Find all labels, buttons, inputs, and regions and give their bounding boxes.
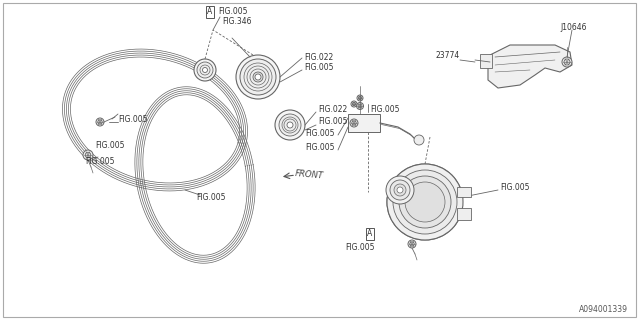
Circle shape bbox=[253, 72, 263, 82]
Bar bbox=[348, 114, 380, 132]
Text: FRONT: FRONT bbox=[295, 169, 324, 181]
Text: FIG.022: FIG.022 bbox=[304, 52, 333, 61]
Circle shape bbox=[357, 95, 363, 101]
Circle shape bbox=[96, 118, 104, 126]
Text: A094001339: A094001339 bbox=[579, 305, 628, 314]
Circle shape bbox=[564, 59, 570, 65]
Bar bbox=[480, 54, 492, 68]
Circle shape bbox=[353, 102, 356, 106]
Circle shape bbox=[410, 242, 414, 246]
Text: FIG.005: FIG.005 bbox=[500, 183, 529, 193]
Circle shape bbox=[194, 59, 216, 81]
Circle shape bbox=[236, 55, 280, 99]
Circle shape bbox=[275, 110, 305, 140]
Text: A: A bbox=[367, 229, 372, 238]
Text: FIG.005: FIG.005 bbox=[218, 7, 248, 17]
Text: FIG.005: FIG.005 bbox=[196, 193, 225, 202]
Text: FIG.005: FIG.005 bbox=[305, 129, 335, 138]
Circle shape bbox=[562, 57, 572, 67]
Text: J10646: J10646 bbox=[560, 23, 586, 33]
Circle shape bbox=[98, 120, 102, 124]
Text: FIG.022: FIG.022 bbox=[318, 106, 348, 115]
Text: FIG.005: FIG.005 bbox=[345, 244, 374, 252]
Text: FIG.005: FIG.005 bbox=[318, 117, 348, 126]
Circle shape bbox=[399, 176, 451, 228]
Text: FIG.005: FIG.005 bbox=[85, 157, 115, 166]
Text: FIG.346: FIG.346 bbox=[222, 17, 252, 26]
Circle shape bbox=[405, 182, 445, 222]
Text: FIG.005: FIG.005 bbox=[305, 143, 335, 153]
Circle shape bbox=[85, 152, 91, 158]
Circle shape bbox=[83, 150, 93, 160]
Text: FIG.005: FIG.005 bbox=[118, 116, 147, 124]
Circle shape bbox=[202, 68, 207, 73]
Bar bbox=[457, 208, 471, 220]
Circle shape bbox=[387, 164, 463, 240]
Circle shape bbox=[351, 101, 357, 107]
Circle shape bbox=[394, 184, 406, 196]
Circle shape bbox=[255, 74, 261, 80]
Circle shape bbox=[414, 135, 424, 145]
Circle shape bbox=[408, 240, 416, 248]
Circle shape bbox=[240, 59, 276, 95]
Circle shape bbox=[393, 170, 457, 234]
Polygon shape bbox=[488, 45, 572, 88]
Circle shape bbox=[390, 180, 410, 200]
Circle shape bbox=[358, 96, 362, 100]
Circle shape bbox=[356, 102, 364, 109]
Text: A: A bbox=[207, 7, 212, 17]
Circle shape bbox=[279, 114, 301, 136]
Circle shape bbox=[197, 62, 213, 78]
Circle shape bbox=[564, 59, 570, 65]
Circle shape bbox=[386, 176, 414, 204]
Bar bbox=[457, 187, 471, 197]
Circle shape bbox=[350, 119, 358, 127]
Circle shape bbox=[397, 187, 403, 193]
Text: FIG.005: FIG.005 bbox=[95, 140, 125, 149]
Circle shape bbox=[287, 122, 293, 128]
Text: FIG.005: FIG.005 bbox=[370, 106, 399, 115]
Text: 23774: 23774 bbox=[435, 51, 460, 60]
Circle shape bbox=[358, 104, 362, 108]
Circle shape bbox=[352, 121, 356, 125]
Text: FIG.005: FIG.005 bbox=[304, 63, 333, 73]
